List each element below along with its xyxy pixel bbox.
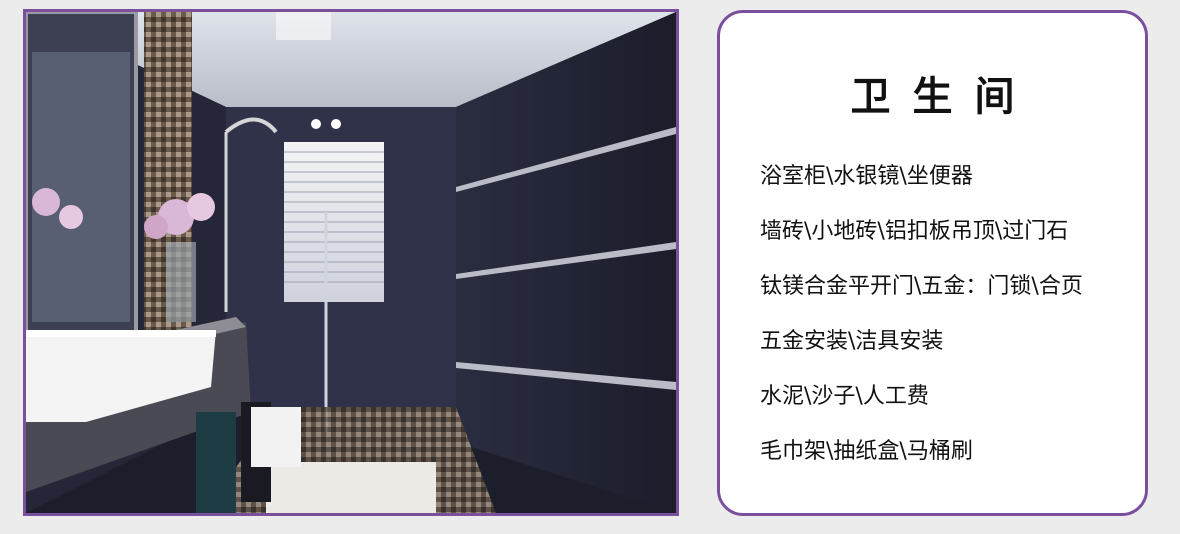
list-item: 毛巾架\抽纸盒\马桶刷 [760, 439, 973, 464]
bathroom-photo [23, 9, 679, 516]
item-list: 浴室柜\水银镜\坐便器 墙砖\小地砖\铝扣板吊顶\过门石 钛镁合金平开门\五金：… [760, 149, 1083, 479]
list-item: 墙砖\小地砖\铝扣板吊顶\过门石 [760, 219, 1069, 244]
info-card: 卫生间 浴室柜\水银镜\坐便器 墙砖\小地砖\铝扣板吊顶\过门石 钛镁合金平开门… [717, 10, 1148, 516]
list-item: 五金安装\洁具安装 [760, 329, 944, 354]
list-item: 钛镁合金平开门\五金：门锁\合页 [760, 274, 1083, 299]
card-title: 卫生间 [850, 74, 1037, 120]
list-item: 浴室柜\水银镜\坐便器 [760, 164, 973, 189]
list-item: 水泥\沙子\人工费 [760, 384, 929, 409]
